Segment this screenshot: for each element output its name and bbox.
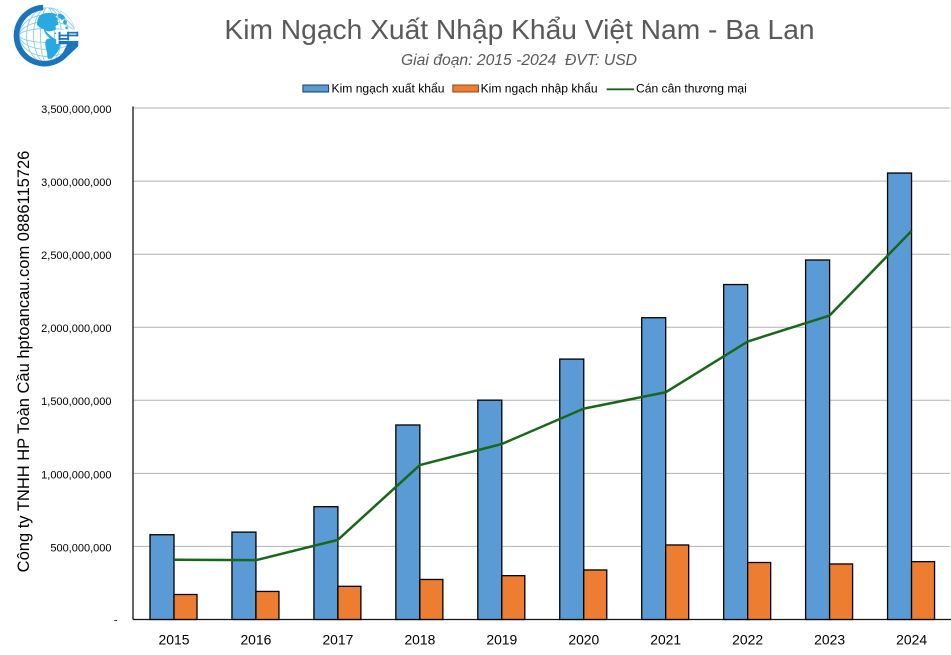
svg-text:2022: 2022 xyxy=(732,632,763,648)
svg-text:2018: 2018 xyxy=(404,632,435,648)
svg-text:Cán cân thương mại: Cán cân thương mại xyxy=(636,82,747,96)
svg-text:1,500,000,000: 1,500,000,000 xyxy=(41,396,111,408)
svg-text:-: - xyxy=(114,614,118,626)
svg-text:2024: 2024 xyxy=(896,632,927,648)
svg-text:Công ty TNHH HP Toàn Cầu hptoa: Công ty TNHH HP Toàn Cầu hptoancau.com 0… xyxy=(15,151,33,573)
svg-text:2017: 2017 xyxy=(322,632,353,648)
svg-text:2023: 2023 xyxy=(814,632,845,648)
svg-text:2016: 2016 xyxy=(240,632,271,648)
svg-text:2020: 2020 xyxy=(568,632,599,648)
svg-text:Kim Ngạch Xuất Nhập Khẩu Việt: Kim Ngạch Xuất Nhập Khẩu Việt Nam - Ba L… xyxy=(224,13,814,45)
svg-text:2019: 2019 xyxy=(486,632,517,648)
svg-text:Giai đoạn: 2015 -2024 ĐVT: US: Giai đoạn: 2015 -2024 ĐVT: USD xyxy=(401,52,637,69)
svg-text:Kim ngạch xuất khẩu: Kim ngạch xuất khẩu xyxy=(332,82,445,96)
svg-text:3,000,000,000: 3,000,000,000 xyxy=(41,177,111,189)
svg-text:2015: 2015 xyxy=(159,632,190,648)
svg-text:Kim ngạch nhập khẩu: Kim ngạch nhập khẩu xyxy=(481,82,598,96)
svg-text:2,500,000,000: 2,500,000,000 xyxy=(41,250,111,262)
svg-text:2,000,000,000: 2,000,000,000 xyxy=(41,323,111,335)
svg-text:1,000,000,000: 1,000,000,000 xyxy=(41,469,111,481)
svg-text:2021: 2021 xyxy=(650,632,681,648)
svg-text:500,000,000: 500,000,000 xyxy=(50,542,111,554)
svg-text:3,500,000,000: 3,500,000,000 xyxy=(41,104,111,116)
